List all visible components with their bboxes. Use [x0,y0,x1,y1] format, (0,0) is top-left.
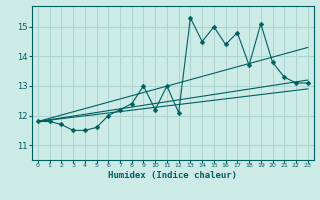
X-axis label: Humidex (Indice chaleur): Humidex (Indice chaleur) [108,171,237,180]
